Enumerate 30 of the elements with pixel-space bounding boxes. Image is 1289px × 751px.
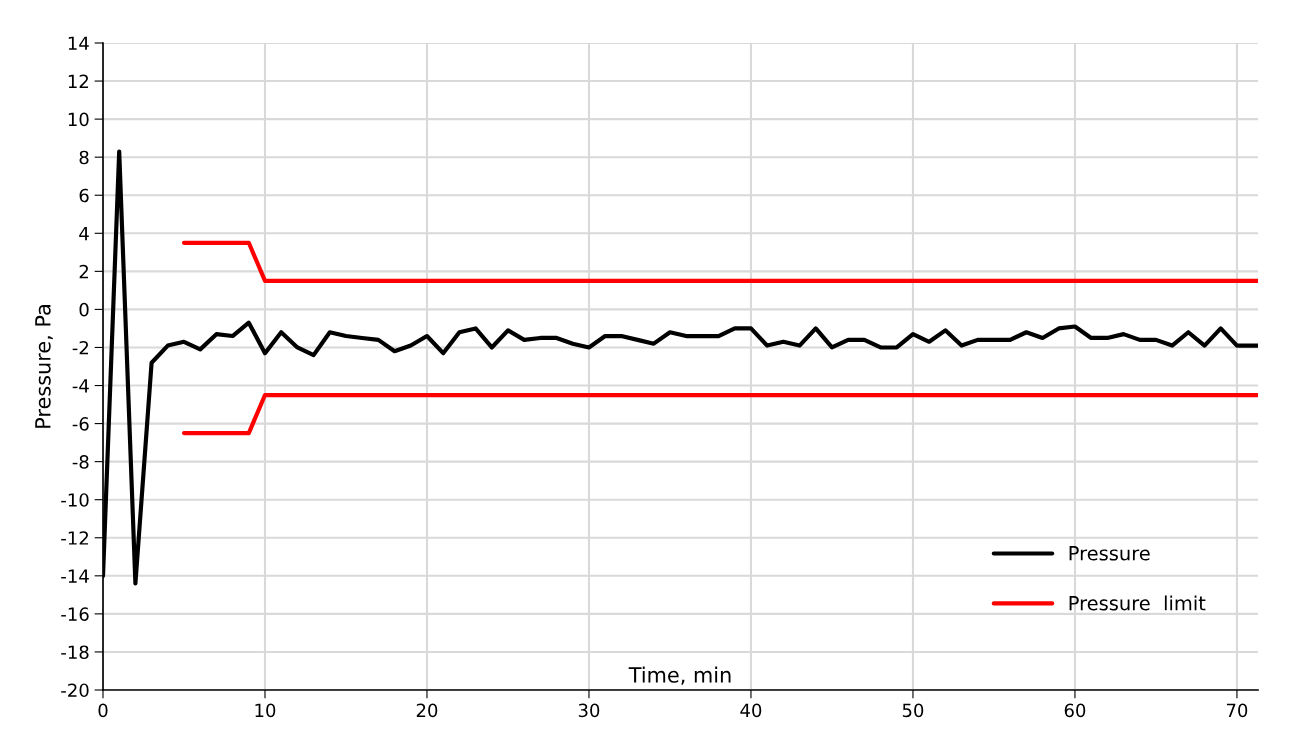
y-tick-label: -12 xyxy=(61,531,88,545)
legend-label: Pressure limit xyxy=(1069,595,1206,611)
y-tick-label: 8 xyxy=(79,150,89,165)
x-tick-label: 70 xyxy=(1226,703,1248,718)
y-tick-label: -20 xyxy=(61,683,89,698)
y-tick-label: 4 xyxy=(79,226,89,241)
x-tick-label: 20 xyxy=(416,703,438,718)
x-tick-label: 30 xyxy=(578,703,600,718)
y-tick-label: -6 xyxy=(72,417,89,431)
y-tick-label: 12 xyxy=(68,74,88,88)
x-tick-label: 60 xyxy=(1064,703,1086,718)
y-tick-label: -14 xyxy=(61,569,89,583)
y-tick-label: -18 xyxy=(61,645,89,660)
x-axis-title: Time, min xyxy=(628,666,731,685)
y-tick-label: 2 xyxy=(79,264,88,279)
y-tick-label: -4 xyxy=(72,379,89,393)
y-tick-label: 0 xyxy=(79,302,89,317)
x-tick-label: 50 xyxy=(902,703,924,718)
y-tick-label: 6 xyxy=(79,188,89,203)
legend-label: Pressure xyxy=(1069,546,1150,561)
y-tick-label: -16 xyxy=(61,607,89,621)
y-tick-label: -2 xyxy=(72,340,88,355)
x-tick-label: 40 xyxy=(740,703,762,718)
y-tick-label: 10 xyxy=(68,112,89,127)
y-axis-title: Pressure, Pa xyxy=(35,305,53,428)
y-tick-label: 14 xyxy=(68,36,89,50)
x-tick-label: 10 xyxy=(255,703,276,718)
y-tick-label: -8 xyxy=(72,455,89,469)
y-tick-label: -10 xyxy=(61,493,89,507)
x-tick-label: 0 xyxy=(98,703,108,718)
